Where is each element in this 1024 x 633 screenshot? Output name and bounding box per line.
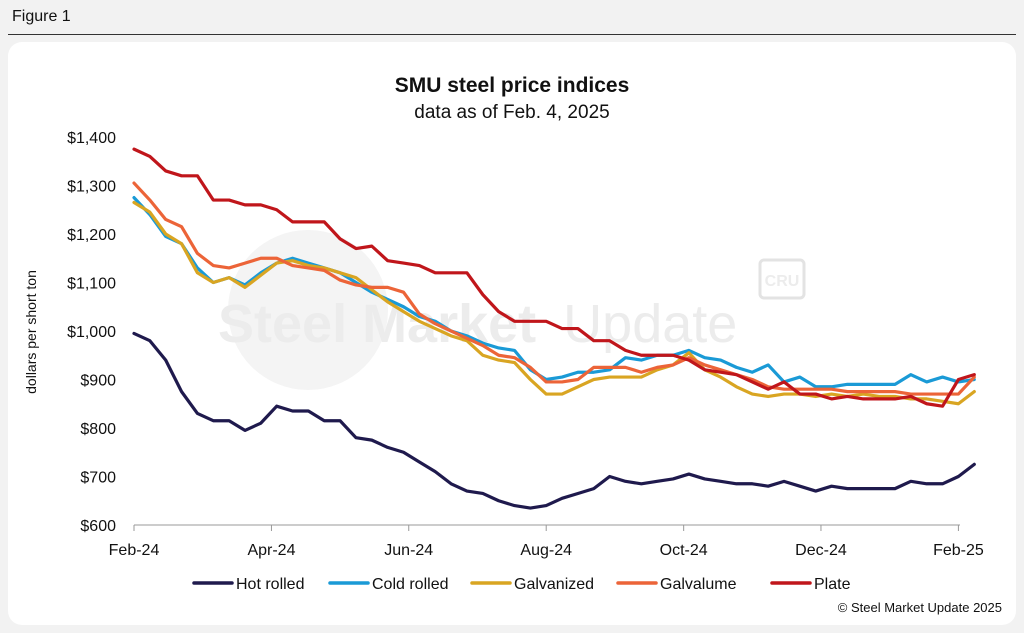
chart-title: SMU steel price indices [395,74,630,97]
y-tick-label: $1,200 [67,227,116,244]
series-line-galvanized [132,200,976,406]
watermark-badge: CRU [765,273,800,290]
y-tick-label: $1,000 [67,324,116,341]
x-tick-label: Oct-24 [660,542,708,559]
x-axis: Feb-24 Apr-24 Jun-24 Aug-24 Oct-24 Dec-24 Feb-… [109,524,984,559]
line-chart: Steel Market Update CRU SMU steel price … [23,74,1002,615]
legend-label-galvanized: Galvanized [514,576,594,593]
series-line-galvalume [132,181,976,396]
y-tick-label: $700 [80,470,116,487]
series-lines [132,147,976,510]
series-line-hot-rolled [132,331,976,510]
y-axis-label: dollars per short ton [23,270,39,394]
y-tick-label: $800 [80,421,116,438]
watermark-brand: Steel Market Update [218,294,737,354]
figure-label: Figure 1 [12,8,71,25]
copyright-text: © Steel Market Update 2025 [838,600,1002,615]
legend: Hot rolled Cold rolled Galvanized Galvalume… [192,576,851,593]
y-tick-label: $900 [80,373,116,390]
chart-panel: Steel Market Update CRU SMU steel price … [8,42,1016,625]
legend-label-cold-rolled: Cold rolled [372,576,448,593]
y-tick-label: $1,300 [67,179,116,196]
figure-divider [8,34,1016,35]
series-line-plate [132,147,976,408]
chart-subtitle: data as of Feb. 4, 2025 [414,102,609,123]
watermark-badge-box [758,258,806,300]
legend-label-galvalume: Galvalume [660,576,737,593]
x-tick-label: Feb-25 [933,542,984,559]
legend-label-hot-rolled: Hot rolled [236,576,304,593]
watermark-brand-light: Update [563,294,737,354]
legend-label-plate: Plate [814,576,851,593]
x-tick-label: Jun-24 [384,542,433,559]
x-tick-label: Feb-24 [109,542,160,559]
x-tick-label: Dec-24 [795,542,847,559]
y-tick-label: $1,100 [67,276,116,293]
watermark: Steel Market Update CRU [218,230,806,390]
x-tick-label: Apr-24 [247,542,295,559]
y-axis: $600 $700 $800 $900 $1,000 $1,100 $1,200 $1,300… [67,130,116,535]
y-tick-label: $600 [80,518,116,535]
x-tick-label: Aug-24 [520,542,572,559]
y-tick-label: $1,400 [67,130,116,147]
